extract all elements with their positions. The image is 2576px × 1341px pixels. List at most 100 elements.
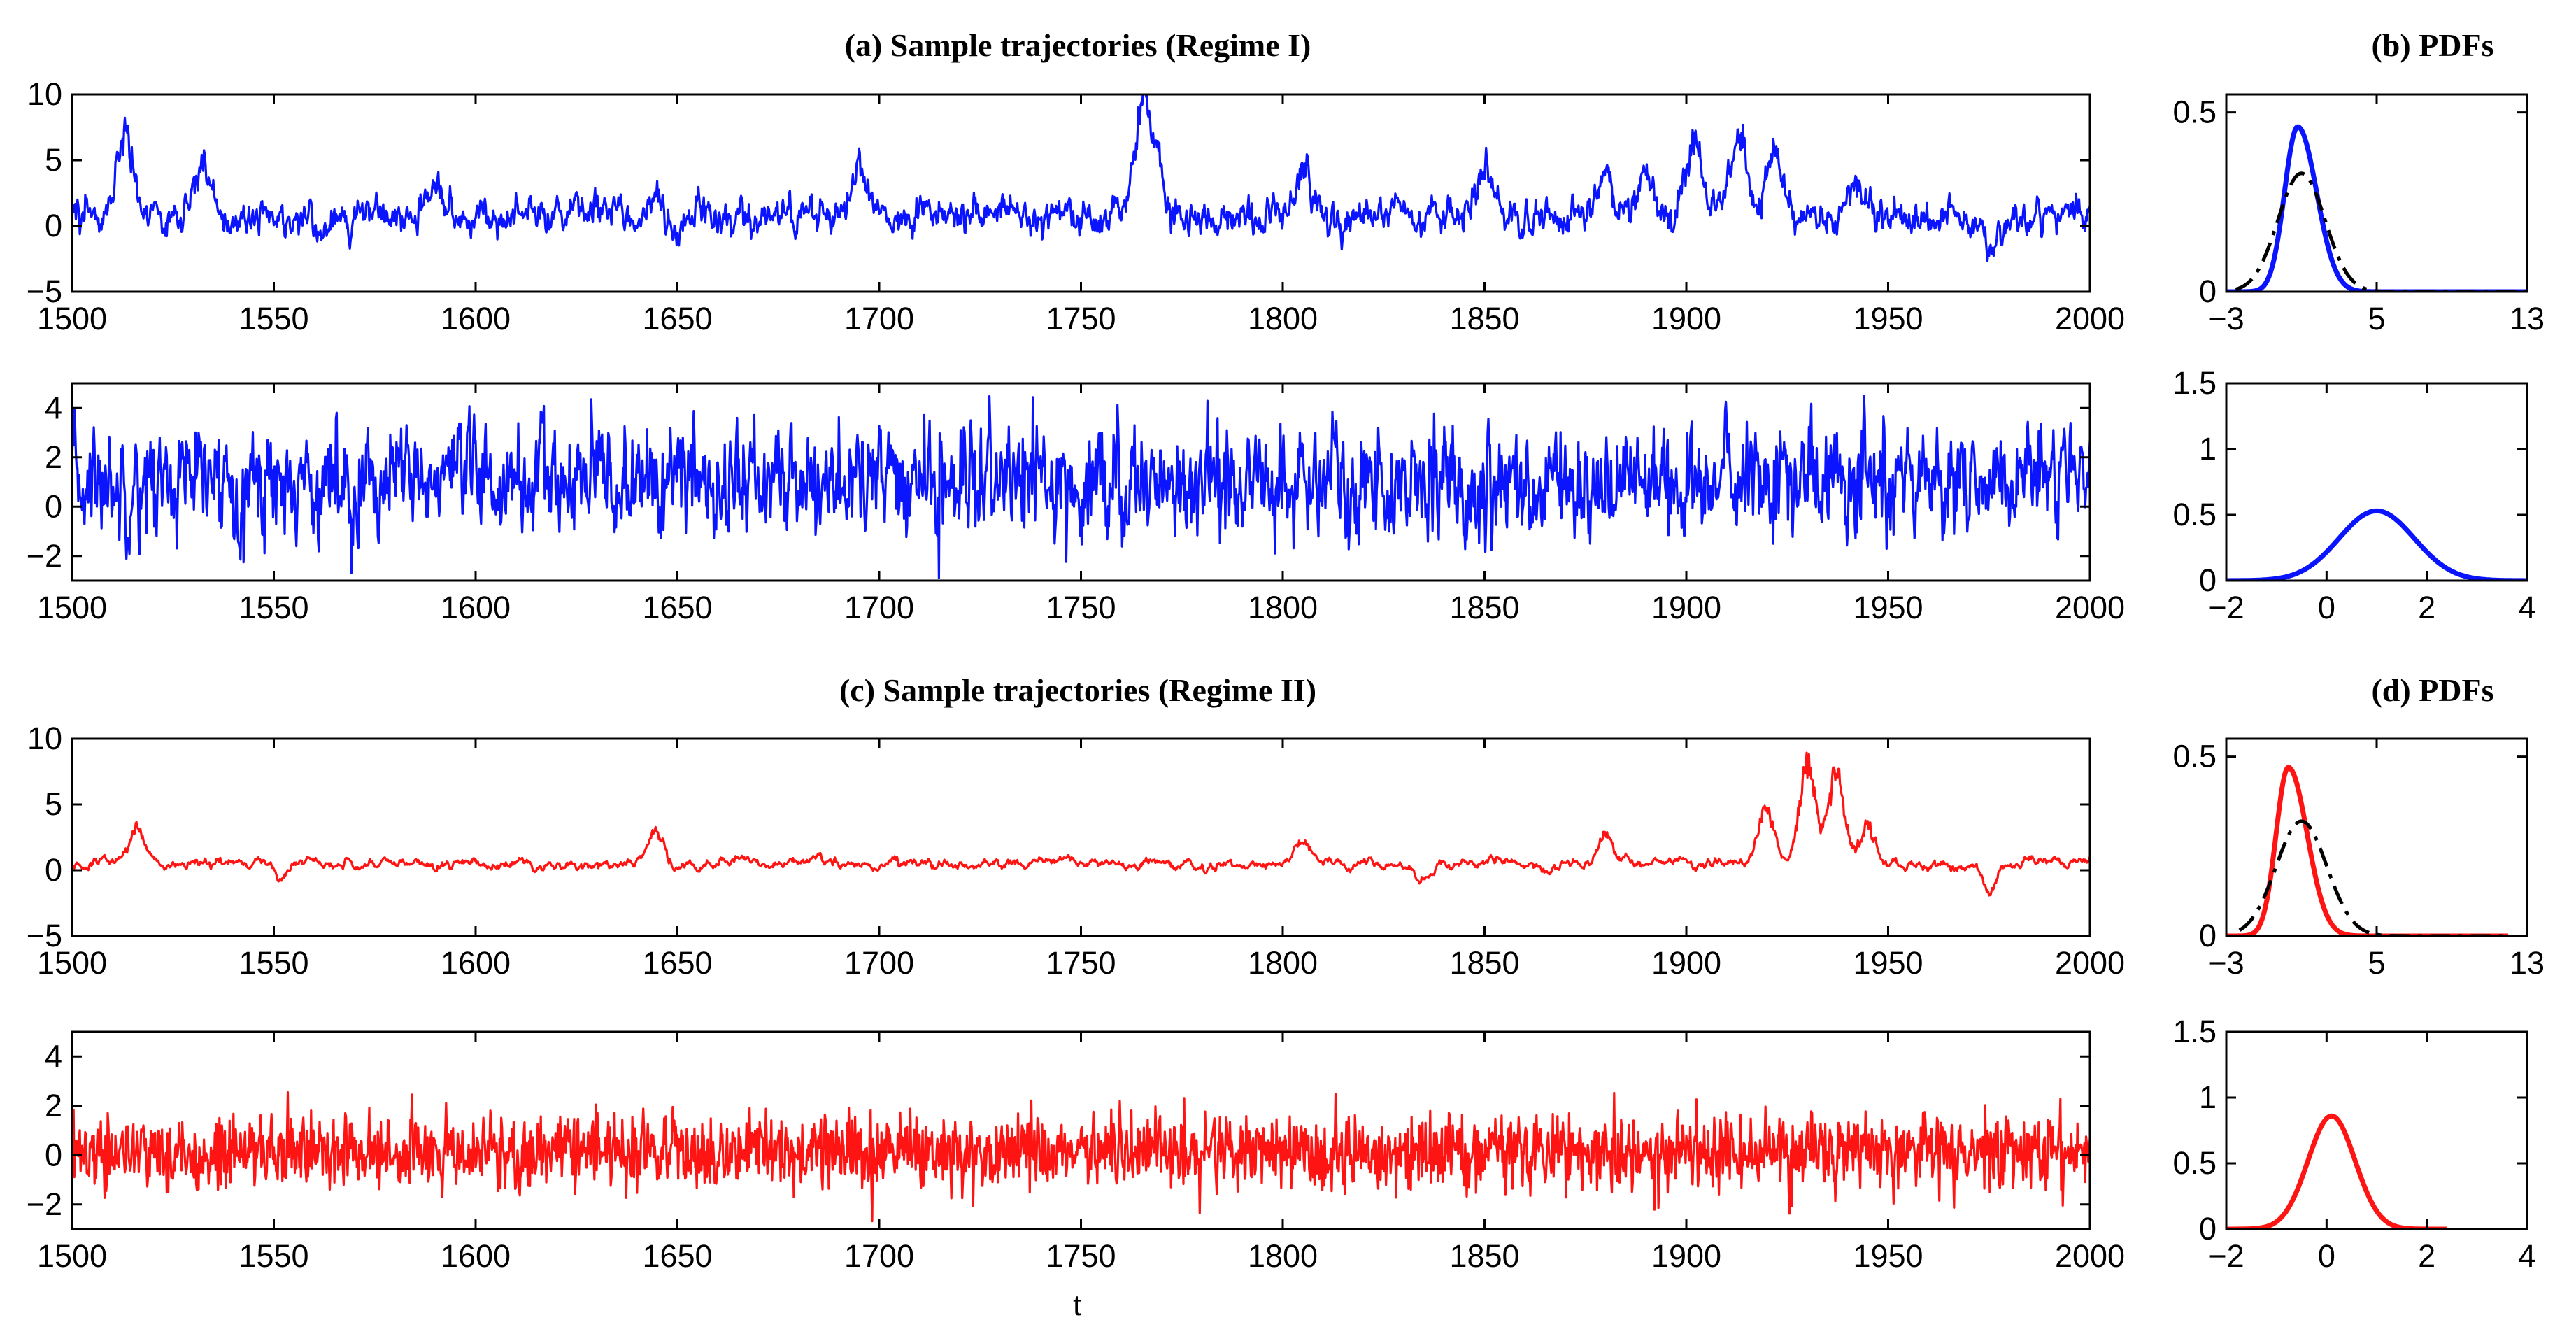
panel-b-bottom: −2 0 2 400.511.5 xyxy=(2172,365,2535,625)
x-tick-label: 13 xyxy=(2510,945,2545,981)
x-tick-label: 1950 xyxy=(1853,590,1923,625)
x-tick-label: 13 xyxy=(2510,301,2545,336)
series-d-bottom-0 xyxy=(2226,1113,2449,1229)
y-tick-label: 10 xyxy=(27,76,62,112)
x-tick-label: 1900 xyxy=(1651,301,1721,336)
x-tick-label: 1500 xyxy=(37,945,107,981)
y-tick-label: 10 xyxy=(27,721,62,756)
x-tick-label: 1650 xyxy=(642,301,712,336)
y-tick-label: 0.5 xyxy=(2172,94,2216,130)
x-tick-label: 1500 xyxy=(37,590,107,625)
x-tick-label: 1900 xyxy=(1651,945,1721,981)
x-tick-label: 1650 xyxy=(642,1238,712,1274)
x-tick-label: 4 xyxy=(2518,590,2535,625)
panel-b-top: −3 5 13 0 0.5 xyxy=(2172,93,2545,336)
x-tick-label: 1700 xyxy=(844,301,914,336)
y-tick-label: 0 xyxy=(2199,1211,2216,1247)
x-tick-label: 1900 xyxy=(1651,590,1721,625)
y-tick-label: 0 xyxy=(45,1137,62,1172)
title-b: (b) PDFs xyxy=(2371,27,2493,63)
x-tick-label: 1600 xyxy=(441,1238,511,1274)
axes-frame-c-top xyxy=(71,737,2091,937)
title-a: (a) Sample trajectories (Regime I) xyxy=(845,27,1311,63)
y-tick-label: −5 xyxy=(27,918,62,953)
x-tick-label: 2 xyxy=(2418,1238,2435,1274)
series-b-top-0 xyxy=(2226,124,2527,292)
y-tick-label: 1.5 xyxy=(2172,365,2216,401)
panel-d-top: −3 5 13 0 0.5 xyxy=(2172,737,2545,981)
title-d: (d) PDFs xyxy=(2371,672,2493,708)
y-tick-label: −2 xyxy=(27,538,62,574)
y-tick-label: 0 xyxy=(2199,562,2216,598)
y-tick-label: 1.5 xyxy=(2172,1014,2216,1049)
x-tick-label: 1800 xyxy=(1248,945,1318,981)
series-d-top-0 xyxy=(2226,765,2510,936)
x-tick-label: 1600 xyxy=(441,301,511,336)
x-tick-label: 2000 xyxy=(2055,1238,2125,1274)
series-b-bottom-0 xyxy=(2226,508,2527,581)
axes-frame-d-top xyxy=(2225,737,2528,937)
x-tick-label: −3 xyxy=(2208,945,2244,981)
panel-a-bottom: 1500 1550 1600 1650 1700 1750 1800 1850 1900 1950… xyxy=(27,382,2125,625)
x-tick-label: 1700 xyxy=(844,1238,914,1274)
y-tick-label: 4 xyxy=(45,390,62,425)
panels: 1500 1550 1600 1650 1700 1750 1800 1850 1900 1950… xyxy=(27,76,2545,1274)
x-tick-label: 2 xyxy=(2418,590,2435,625)
x-tick-label: 1800 xyxy=(1248,590,1318,625)
y-tick-label: −2 xyxy=(27,1186,62,1222)
panel-a-top: 1500 1550 1600 1650 1700 1750 1800 1850 1900 1950… xyxy=(27,76,2125,336)
series-c-top-0 xyxy=(72,751,2090,897)
panel-c-bottom: 1500 1550 1600 1650 1700 1750 1800 1850 1900 1950… xyxy=(27,1030,2125,1274)
y-tick-label: 1 xyxy=(2199,1079,2216,1115)
y-tick-label: 0 xyxy=(45,488,62,524)
x-tick-label: 1850 xyxy=(1449,590,1519,625)
x-tick-label: 1700 xyxy=(844,590,914,625)
x-tick-label: 1800 xyxy=(1248,301,1318,336)
x-tick-label: 1550 xyxy=(239,1238,308,1274)
x-tick-label: 1550 xyxy=(239,301,308,336)
y-tick-label: 0 xyxy=(45,208,62,243)
x-tick-label: 2000 xyxy=(2055,590,2125,625)
x-tick-label: 1650 xyxy=(642,590,712,625)
y-tick-label: 0.5 xyxy=(2172,497,2216,532)
x-tick-label: 1900 xyxy=(1651,1238,1721,1274)
y-tick-label: −5 xyxy=(27,274,62,309)
y-tick-label: 5 xyxy=(45,142,62,178)
x-tick-label: 1750 xyxy=(1046,945,1116,981)
series-c-bottom-0 xyxy=(72,1091,2090,1223)
x-tick-label: 1550 xyxy=(239,945,308,981)
panel-c-top: 1500 1550 1600 1650 1700 1750 1800 1850 1900 1950… xyxy=(27,721,2125,981)
y-tick-label: 0 xyxy=(45,852,62,888)
x-tick-label: 1800 xyxy=(1248,1238,1318,1274)
y-tick-label: 0.5 xyxy=(2172,739,2216,774)
x-tick-label: 1850 xyxy=(1449,301,1519,336)
y-tick-label: 2 xyxy=(45,1088,62,1123)
axes-frame-d-bottom xyxy=(2225,1030,2528,1230)
title-c: (c) Sample trajectories (Regime II) xyxy=(839,672,1316,708)
x-tick-label: 1850 xyxy=(1449,1238,1519,1274)
x-tick-label: 1600 xyxy=(441,945,511,981)
y-tick-label: 0.5 xyxy=(2172,1145,2216,1181)
series-d-top-1 xyxy=(2238,819,2510,936)
x-tick-label: 4 xyxy=(2518,1238,2535,1274)
y-tick-label: 2 xyxy=(45,439,62,475)
x-tick-label: −2 xyxy=(2208,1238,2244,1274)
x-tick-label: 0 xyxy=(2318,1238,2335,1274)
x-tick-label: 1750 xyxy=(1046,301,1116,336)
x-tick-label: 1950 xyxy=(1853,1238,1923,1274)
x-tick-label: 1600 xyxy=(441,590,511,625)
x-tick-label: 1950 xyxy=(1853,301,1923,336)
x-tick-label: 1850 xyxy=(1449,945,1519,981)
x-tick-label: 2000 xyxy=(2055,945,2125,981)
x-tick-label: −3 xyxy=(2208,301,2244,336)
x-tick-label: 1500 xyxy=(37,1238,107,1274)
x-tick-label: 1550 xyxy=(239,590,308,625)
axes-frame-a-top xyxy=(71,93,2091,293)
y-tick-label: 4 xyxy=(45,1038,62,1074)
panel-d-bottom: −2 0 2 400.511.5 xyxy=(2172,1014,2535,1274)
x-tick-label: −2 xyxy=(2208,590,2244,625)
y-tick-label: 0 xyxy=(2199,274,2216,309)
x-tick-label: 1700 xyxy=(844,945,914,981)
x-tick-label: 1650 xyxy=(642,945,712,981)
